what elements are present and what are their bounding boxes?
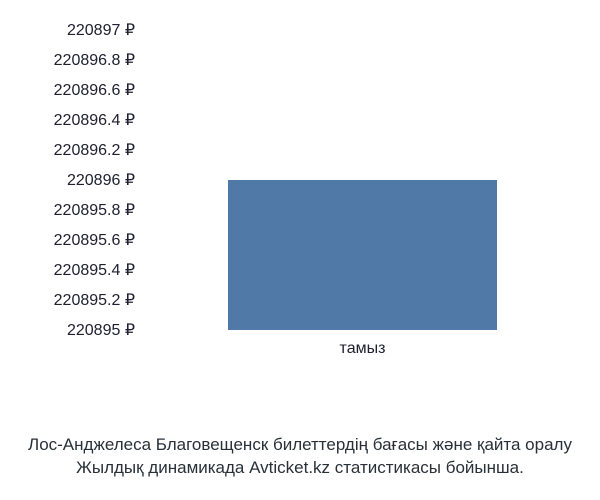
caption-line-2: Жылдық динамикада Avticket.kz статистика… xyxy=(76,458,524,477)
y-tick-label: 220895.8 ₽ xyxy=(0,200,135,220)
y-tick-label: 220895.6 ₽ xyxy=(0,230,135,250)
caption-line-1: Лос-Анджелеса Благовещенск билеттердің б… xyxy=(28,435,572,454)
y-tick-label: 220896.8 ₽ xyxy=(0,50,135,70)
y-tick-label: 220895 ₽ xyxy=(0,320,135,340)
chart-area: 220897 ₽ 220896.8 ₽ 220896.6 ₽ 220896.4 ₽ 22… xyxy=(0,0,600,430)
y-axis: 220897 ₽220896.8 ₽220896.6 ₽220896.4 ₽22… xyxy=(0,30,135,330)
y-tick-label: 220897 ₽ xyxy=(0,20,135,40)
y-tick-label: 220896.6 ₽ xyxy=(0,80,135,100)
chart-caption: Лос-Анджелеса Благовещенск билеттердің б… xyxy=(0,434,600,480)
plot-area: тамыз xyxy=(145,30,580,330)
x-tick-label: тамыз xyxy=(340,340,386,358)
y-tick-label: 220896.2 ₽ xyxy=(0,140,135,160)
y-tick-label: 220896.4 ₽ xyxy=(0,110,135,130)
y-tick-label: 220895.4 ₽ xyxy=(0,260,135,280)
y-tick-label: 220896 ₽ xyxy=(0,170,135,190)
y-tick-label: 220895.2 ₽ xyxy=(0,290,135,310)
bar-тамыз xyxy=(228,180,498,330)
